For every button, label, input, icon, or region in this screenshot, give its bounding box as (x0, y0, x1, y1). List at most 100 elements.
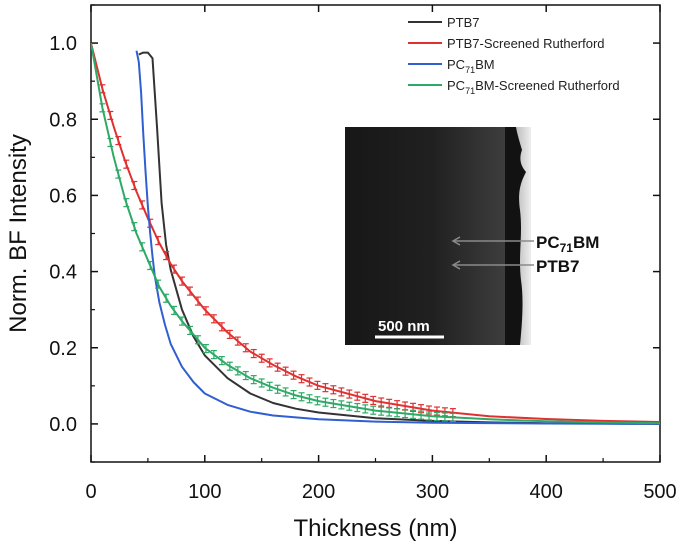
error-bar-pc71bm-screened-rutherford (433, 411, 440, 422)
error-bar-pc71bm-screened-rutherford (163, 293, 170, 303)
error-bar-ptb7-screened-rutherford (370, 395, 377, 406)
error-bar-pc71bm-screened-rutherford (202, 344, 209, 354)
series-line-pc71bm (135, 50, 660, 425)
error-bar-ptb7-screened-rutherford (187, 286, 194, 296)
error-bar-pc71bm-screened-rutherford (418, 410, 425, 420)
error-bar-ptb7-screened-rutherford (234, 336, 241, 346)
x-tick-label: 200 (302, 481, 335, 503)
error-bar-pc71bm-screened-rutherford (274, 384, 281, 394)
axis-ticks: 0 100 200 300 400 500 0.0 0.2 0.4 0.6 0.8 1.0 (49, 4, 677, 503)
inset-arrowhead-top (451, 236, 461, 246)
error-bar-pc71bm-screened-rutherford (242, 370, 249, 381)
y-tick-label: 0.6 (49, 185, 77, 207)
error-bar-pc71bm-screened-rutherford (402, 408, 409, 419)
error-bar-pc71bm-screened-rutherford (346, 401, 353, 411)
error-bar-ptb7-screened-rutherford (330, 385, 337, 395)
error-bar-ptb7-screened-rutherford (115, 135, 122, 146)
error-bar-pc71bm-screened-rutherford (194, 335, 201, 345)
y-tick-label: 1.0 (49, 33, 77, 55)
x-tick-label: 0 (85, 481, 96, 503)
error-bar-ptb7-screened-rutherford (266, 358, 273, 368)
error-bar-pc71bm-screened-rutherford (99, 103, 106, 113)
x-axis-title: Thickness (nm) (293, 515, 457, 542)
error-bar-pc71bm-screened-rutherford (226, 361, 233, 371)
error-bar-pc71bm-screened-rutherford (306, 394, 313, 404)
inset-dark-film (345, 127, 505, 345)
error-bar-pc71bm-screened-rutherford (338, 400, 345, 410)
error-bar-ptb7-screened-rutherford (155, 235, 162, 246)
error-bar-pc71bm-screened-rutherford (171, 305, 178, 316)
error-bar-pc71bm-screened-rutherford (147, 260, 154, 271)
error-bar-ptb7-screened-rutherford (258, 353, 265, 363)
x-tick-label: 300 (416, 481, 449, 503)
legend-label-pc71bm: PC71BM (447, 57, 495, 75)
inset-image: PC71BM PTB7 500 nm (345, 127, 599, 345)
error-bar-ptb7-screened-rutherford (338, 387, 345, 397)
legend-label-ptb7-screened-rutherford: PTB7-Screened Rutherford (447, 36, 605, 51)
y-axis-title: Norm. BF Intensity (5, 134, 32, 333)
y-tick-label: 0.0 (49, 414, 77, 436)
error-bar-pc71bm-screened-rutherford (258, 378, 265, 388)
error-bar-pc71bm-screened-rutherford (107, 137, 114, 148)
error-bar-pc71bm-screened-rutherford (330, 398, 337, 409)
error-bar-ptb7-screened-rutherford (282, 366, 289, 376)
legend-label-pc71bm-screened-rutherford: PC71BM-Screened Rutherford (447, 78, 620, 96)
error-bar-ptb7-screened-rutherford (386, 398, 393, 408)
error-bar-pc71bm-screened-rutherford (354, 402, 361, 413)
error-bar-pc71bm-screened-rutherford (410, 409, 417, 419)
x-tick-label: 500 (643, 481, 676, 503)
inset-arrowhead-bottom (451, 260, 461, 270)
series-layer (91, 42, 660, 425)
error-bar-pc71bm-screened-rutherford (115, 169, 122, 179)
error-bar-pc71bm-screened-rutherford (179, 316, 186, 326)
error-bar-pc71bm-screened-rutherford (290, 389, 297, 400)
error-bar-pc71bm-screened-rutherford (386, 407, 393, 417)
error-bar-pc71bm-screened-rutherford (322, 397, 329, 407)
series-line-pc71bm-screened-rutherford (91, 42, 660, 425)
inset-scale-label: 500 nm (378, 318, 430, 335)
error-bar-pc71bm-screened-rutherford (250, 375, 257, 385)
error-bar-pc71bm-screened-rutherford (234, 366, 241, 376)
error-bar-ptb7-screened-rutherford (346, 389, 353, 399)
error-bar-pc71bm-screened-rutherford (266, 381, 273, 391)
error-bar-ptb7-screened-rutherford (274, 362, 281, 372)
error-bar-pc71bm-screened-rutherford (449, 412, 456, 422)
inset-label-ptb7: PTB7 (536, 257, 579, 276)
error-bar-ptb7-screened-rutherford (139, 200, 146, 210)
series-line-ptb7 (138, 51, 660, 425)
error-bar-ptb7-screened-rutherford (194, 296, 201, 306)
error-bar-pc71bm-screened-rutherford (362, 404, 369, 414)
error-bar-ptb7-screened-rutherford (362, 393, 369, 403)
series-line-ptb7-screened-rutherford (91, 42, 660, 423)
error-bar-pc71bm-screened-rutherford (370, 405, 377, 415)
error-bar-pc71bm-screened-rutherford (378, 406, 385, 416)
error-bar-pc71bm-screened-rutherford (187, 325, 194, 336)
error-bar-pc71bm-screened-rutherford (218, 356, 225, 366)
y-tick-label: 0.8 (49, 109, 77, 131)
error-bar-ptb7-screened-rutherford (218, 322, 225, 332)
error-bar-ptb7-screened-rutherford (290, 370, 297, 380)
error-bar-pc71bm-screened-rutherford (155, 279, 162, 289)
error-bar-ptb7-screened-rutherford (107, 110, 114, 121)
error-bar-ptb7-screened-rutherford (210, 314, 217, 324)
error-bar-ptb7-screened-rutherford (314, 380, 321, 390)
error-bar-pc71bm-screened-rutherford (139, 242, 146, 252)
y-tick-label: 0.4 (49, 262, 77, 284)
error-bar-ptb7-screened-rutherford (163, 250, 170, 261)
error-bar-ptb7-screened-rutherford (354, 391, 361, 401)
error-bar-ptb7-screened-rutherford (298, 374, 305, 384)
error-bar-ptb7-screened-rutherford (123, 159, 130, 169)
error-bar-pc71bm-screened-rutherford (314, 396, 321, 406)
error-bar-pc71bm-screened-rutherford (298, 392, 305, 402)
error-bar-pc71bm-screened-rutherford (282, 387, 289, 397)
legend-label-ptb7: PTB7 (447, 15, 480, 30)
error-bar-pc71bm-screened-rutherford (210, 350, 217, 360)
error-bar-ptb7-screened-rutherford (226, 329, 233, 340)
error-bar-pc71bm-screened-rutherford (131, 222, 138, 232)
error-bar-ptb7-screened-rutherford (171, 264, 178, 274)
error-bar-pc71bm-screened-rutherford (441, 412, 448, 422)
error-bar-ptb7-screened-rutherford (242, 343, 249, 353)
y-tick-label: 0.2 (49, 338, 77, 360)
error-bar-ptb7-screened-rutherford (322, 383, 329, 393)
